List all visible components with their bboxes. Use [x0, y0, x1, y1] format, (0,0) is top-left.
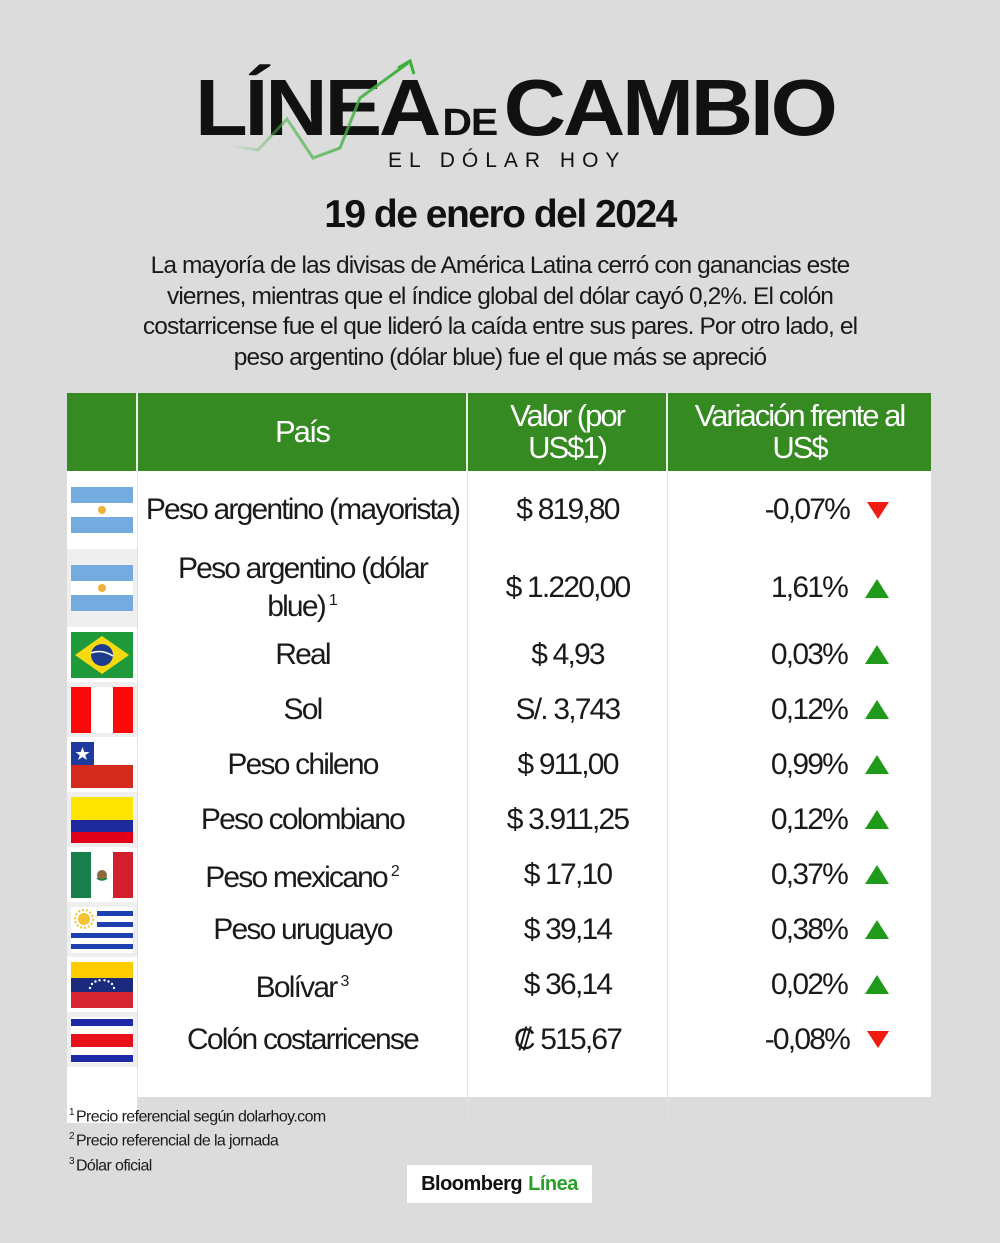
- currency-value: $ 36,14: [523, 967, 613, 1001]
- trend-arrow-icon: [229, 58, 416, 160]
- exchange-rate-table: País Valor (por US$1) Variación frente a…: [67, 393, 931, 1123]
- table-row: Peso chileno $ 911,00 0,99%: [67, 737, 931, 792]
- currency-value: $ 39,14: [523, 912, 613, 946]
- venezuela-flag-icon: [71, 961, 133, 1008]
- table-header: País Valor (por US$1) Variación frente a…: [67, 393, 931, 471]
- currency-variation: 1,61%: [770, 571, 849, 604]
- table-row: Colón costarricense ₡ 515,67 -0,08%: [67, 1012, 931, 1067]
- currency-value: $ 911,00: [517, 747, 619, 781]
- currency-value: S/. 3,743: [515, 692, 622, 726]
- brazil-flag-icon: [71, 631, 133, 678]
- logo-word-linea: LÍNEA: [195, 63, 441, 152]
- intro-paragraph: La mayoría de las divisas de América Lat…: [142, 252, 858, 371]
- header-flag: [67, 393, 138, 471]
- argentina-flag-icon: [71, 487, 133, 533]
- logo-word-cambio: CAMBIO: [503, 63, 838, 152]
- table-row: Peso argentino (mayorista) $ 819,80 -0,0…: [67, 471, 931, 549]
- table-row-empty: [67, 1067, 931, 1123]
- currency-variation: 0,38%: [770, 912, 849, 946]
- chile-flag-icon: [71, 741, 133, 788]
- footnote-mark: 3: [340, 972, 350, 990]
- table-row: Bolívar 3 $ 36,14 0,02%: [67, 957, 931, 1012]
- currency-name: Peso argentino (dólar blue): [177, 552, 429, 623]
- up-arrow-icon: [865, 810, 889, 829]
- currency-variation: -0,08%: [764, 1022, 851, 1056]
- currency-variation: 0,03%: [770, 637, 849, 671]
- up-arrow-icon: [865, 920, 889, 939]
- footnote-mark: 2: [390, 862, 400, 880]
- up-arrow-icon: [865, 975, 889, 994]
- header-variation: Variación frente al US$: [668, 393, 931, 471]
- header-country: País: [138, 393, 468, 471]
- currency-value: $ 1.220,00: [505, 571, 632, 604]
- footnote-1: 1 Precio referencial según dolarhoy.com: [69, 1107, 326, 1126]
- date-title: 19 de enero del 2024: [324, 193, 677, 236]
- currency-variation: -0,07%: [764, 493, 851, 526]
- footnote-mark: 1: [328, 592, 338, 609]
- currency-variation: 0,37%: [770, 857, 849, 891]
- mexico-flag-icon: [71, 851, 133, 898]
- currency-name: Peso mexicano: [205, 860, 389, 894]
- table-row: Peso colombiano $ 3.911,25 0,12%: [67, 792, 931, 847]
- currency-name: Sol: [283, 692, 324, 726]
- logo-word-de: DE: [442, 102, 498, 144]
- currency-value: ₡ 515,67: [513, 1022, 623, 1056]
- header-value: Valor (por US$1): [468, 393, 668, 471]
- table-row: Peso mexicano 2 $ 17,10 0,37%: [67, 847, 931, 902]
- up-arrow-icon: [865, 578, 889, 598]
- uruguay-flag-icon: [71, 906, 133, 953]
- footnotes: 1 Precio referencial según dolarhoy.com 2…: [69, 1103, 326, 1176]
- logo: LÍNEA DECAMBIO EL DÓLAR HOY: [0, 58, 1000, 178]
- currency-variation: 0,02%: [770, 967, 849, 1001]
- currency-name: Real: [275, 637, 331, 671]
- argentina-flag-icon: [71, 565, 133, 611]
- currency-name: Bolívar: [255, 970, 339, 1004]
- currency-value: $ 17,10: [523, 857, 613, 891]
- currency-value: $ 4,93: [531, 637, 605, 671]
- down-arrow-icon: [867, 501, 889, 519]
- bloomberg-linea-logo: Bloomberg Línea: [407, 1165, 592, 1203]
- up-arrow-icon: [865, 645, 889, 664]
- table-body: Peso argentino (mayorista) $ 819,80 -0,0…: [67, 471, 931, 1123]
- costa-rica-flag-icon: [71, 1016, 133, 1063]
- currency-variation: 0,12%: [770, 802, 849, 836]
- currency-name: Peso colombiano: [200, 802, 406, 836]
- up-arrow-icon: [865, 865, 889, 884]
- currency-value: $ 819,80: [516, 493, 620, 526]
- table-row: Peso uruguayo $ 39,14 0,38%: [67, 902, 931, 957]
- table-row: Peso argentino (dólar blue) 1 $ 1.220,00 …: [67, 549, 931, 627]
- currency-name: Peso argentino (mayorista): [145, 493, 461, 526]
- logo-title: LÍNEA DECAMBIO: [195, 68, 838, 148]
- up-arrow-icon: [865, 700, 889, 719]
- logo-subtitle: EL DÓLAR HOY: [388, 149, 627, 172]
- peru-flag-icon: [71, 686, 133, 733]
- currency-name: Colón costarricense: [187, 1022, 420, 1056]
- down-arrow-icon: [867, 1031, 889, 1048]
- footnote-3: 3 Dólar oficial: [69, 1155, 152, 1174]
- currency-name: Peso uruguayo: [213, 912, 393, 946]
- currency-value: $ 3.911,25: [506, 802, 630, 836]
- colombia-flag-icon: [71, 796, 133, 843]
- table-row: Real $ 4,93 0,03%: [67, 627, 931, 682]
- footnote-2: 2 Precio referencial de la jornada: [69, 1131, 279, 1150]
- up-arrow-icon: [865, 755, 889, 774]
- currency-variation: 0,12%: [770, 692, 849, 726]
- table-row: Sol S/. 3,743 0,12%: [67, 682, 931, 737]
- currency-variation: 0,99%: [770, 747, 849, 781]
- currency-name: Peso chileno: [227, 747, 379, 781]
